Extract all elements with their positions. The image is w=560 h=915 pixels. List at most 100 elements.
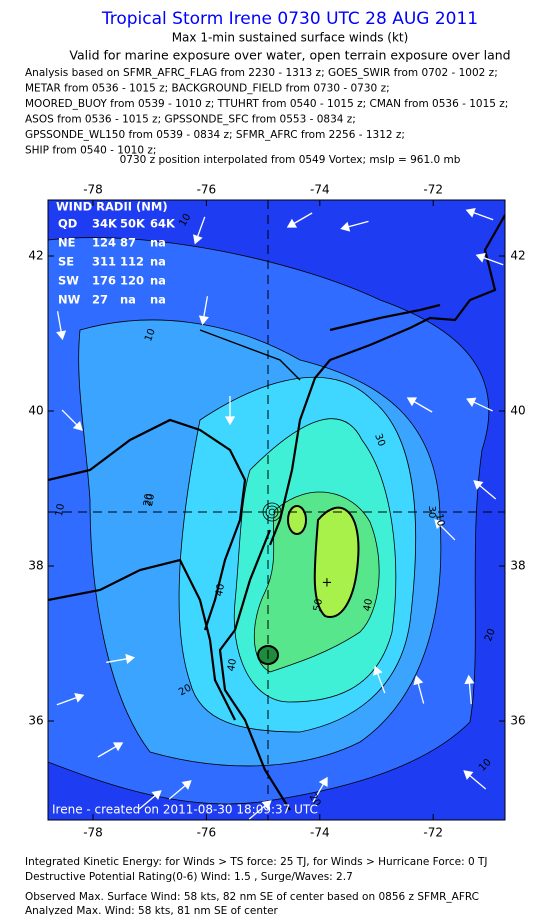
wind-radii-cell: na bbox=[150, 293, 166, 307]
wind-radii-cell: na bbox=[150, 274, 166, 288]
x-tick-label: -78 bbox=[83, 183, 103, 197]
y-tick-label: 38 bbox=[28, 559, 43, 573]
analysis-line: METAR from 0536 - 1015 z; BACKGROUND_FIE… bbox=[25, 83, 390, 95]
contour-label: 40 bbox=[214, 583, 227, 597]
footer-line: Destructive Potential Rating(0-6) Wind: … bbox=[25, 871, 353, 883]
wind-radii-cell: na bbox=[150, 255, 166, 269]
arrow-head bbox=[463, 770, 474, 780]
wind-arrows bbox=[56, 208, 504, 820]
wind-radii-cell: na bbox=[120, 293, 136, 307]
wind-arrow bbox=[465, 208, 494, 221]
analysis-line: MOORED_BUOY from 0539 - 1010 z; TTUHRT f… bbox=[25, 98, 508, 110]
center-crosshair bbox=[48, 200, 505, 820]
wind-arrow bbox=[224, 396, 236, 426]
contour-label: 10 bbox=[433, 513, 446, 527]
footer: Integrated Kinetic Energy: for Winds > T… bbox=[25, 856, 487, 915]
wind-arrow bbox=[106, 653, 136, 664]
position-note: 0730 z position interpolated from 0549 V… bbox=[120, 154, 461, 166]
footer-line: Observed Max. Surface Wind: 58 kts, 82 n… bbox=[25, 891, 479, 903]
credit: Irene - created on 2011-08-30 18:09:37 U… bbox=[52, 803, 318, 817]
footer-line: Integrated Kinetic Energy: for Winds > T… bbox=[25, 856, 487, 868]
wind-arrow bbox=[56, 311, 67, 341]
arrow-head bbox=[413, 675, 424, 686]
arrow-head bbox=[261, 800, 272, 810]
analysis-notes: Analysis based on SFMR_AFRC_FLAG from 22… bbox=[25, 67, 508, 157]
wind-radii-cell: 176 bbox=[92, 274, 116, 288]
arrow-head bbox=[340, 221, 351, 232]
wind-radii-header: 64K bbox=[150, 217, 176, 231]
max-wind-marker: + bbox=[322, 576, 333, 591]
wind-radii-cell: 311 bbox=[92, 255, 116, 269]
wind-arrow bbox=[406, 397, 433, 413]
contour-label: 30 bbox=[426, 506, 437, 519]
wind-radii-header: 50K bbox=[120, 217, 146, 231]
footer-line: Analyzed Max. Wind: 58 kts, 81 nm SE of … bbox=[25, 905, 279, 915]
wind-arrow bbox=[168, 780, 192, 800]
contour-label: 40 bbox=[226, 658, 239, 672]
x-tick-label: -78 bbox=[83, 826, 103, 840]
validity: Valid for marine exposure over water, op… bbox=[69, 48, 510, 63]
arrow-head bbox=[56, 330, 67, 341]
wind-radii: WIND RADII (NM) QD 34K 50K 64K NE 124 87 na SE 311… bbox=[56, 200, 176, 307]
wind-radii-cell: 27 bbox=[92, 293, 108, 307]
analysis-line: ASOS from 0536 - 1015 z; GPSSONDE_SFC fr… bbox=[25, 114, 356, 126]
arrow-head bbox=[406, 397, 418, 407]
wind-arrow bbox=[286, 212, 313, 228]
analysis-line: GPSSONDE_WL150 from 0539 - 0834 z; SFMR_… bbox=[25, 129, 405, 141]
wind-radii-cell: 87 bbox=[120, 236, 136, 250]
arrow-head bbox=[286, 218, 298, 228]
wind-radii-cell: 124 bbox=[92, 236, 116, 250]
arrow-head bbox=[373, 665, 383, 676]
x-tick-label: -72 bbox=[423, 183, 443, 197]
arrow-head bbox=[464, 674, 475, 685]
contour-label: 20 bbox=[144, 493, 157, 507]
wind-arrow bbox=[340, 220, 369, 232]
x-tick-label: -76 bbox=[197, 826, 217, 840]
arrow-head bbox=[475, 253, 486, 263]
coastline bbox=[48, 214, 505, 811]
wind-arrow bbox=[97, 742, 124, 758]
wind-arrow bbox=[56, 693, 85, 706]
contour-label: 40 bbox=[362, 598, 375, 612]
wind-radii-header: 34K bbox=[92, 217, 118, 231]
y-tick-label: 40 bbox=[28, 404, 43, 418]
wind-arrow bbox=[193, 216, 206, 245]
y-tick-label: 42 bbox=[28, 249, 43, 263]
y-tick-label: 36 bbox=[510, 714, 525, 728]
y-tick-label: 38 bbox=[510, 559, 525, 573]
y-tick-label: 36 bbox=[28, 714, 43, 728]
arrow-head bbox=[72, 420, 83, 431]
arrow-head bbox=[465, 208, 476, 218]
wind-arrow bbox=[463, 770, 487, 790]
wind-arrow bbox=[464, 674, 475, 705]
wind-arrow bbox=[434, 519, 456, 541]
contour-label: 20 bbox=[142, 493, 155, 507]
arrow-head bbox=[112, 742, 124, 752]
wind-arrow bbox=[466, 397, 493, 412]
x-tick-label: -72 bbox=[423, 826, 443, 840]
wind-arrow bbox=[312, 776, 328, 803]
contour-label: 10 bbox=[54, 503, 67, 517]
y-tick-label: 42 bbox=[510, 249, 525, 263]
arrow-head bbox=[151, 790, 162, 800]
x-tick-label: -76 bbox=[197, 183, 217, 197]
axes: -78 -78 -76 -76 -74 -74 -72 -72 42 42 40 40 38 38 36 36 bbox=[28, 183, 525, 840]
contour-label: 20 bbox=[483, 627, 498, 643]
wind-contours bbox=[48, 237, 490, 805]
wind-radii-cell: SE bbox=[58, 255, 74, 269]
arrow-head bbox=[473, 480, 484, 490]
x-tick-label: -74 bbox=[310, 826, 330, 840]
wind-radii-cell: 120 bbox=[120, 274, 144, 288]
wind-radii-header: QD bbox=[58, 217, 77, 231]
y-tick-label: 40 bbox=[510, 404, 525, 418]
wind-arrow bbox=[373, 665, 386, 694]
arrow-head bbox=[125, 653, 136, 664]
storm-center bbox=[262, 502, 282, 522]
wind-arrow bbox=[475, 253, 504, 266]
arrow-head bbox=[466, 397, 477, 407]
contour-label: 30 bbox=[372, 432, 387, 448]
wind-arrow bbox=[473, 480, 497, 500]
